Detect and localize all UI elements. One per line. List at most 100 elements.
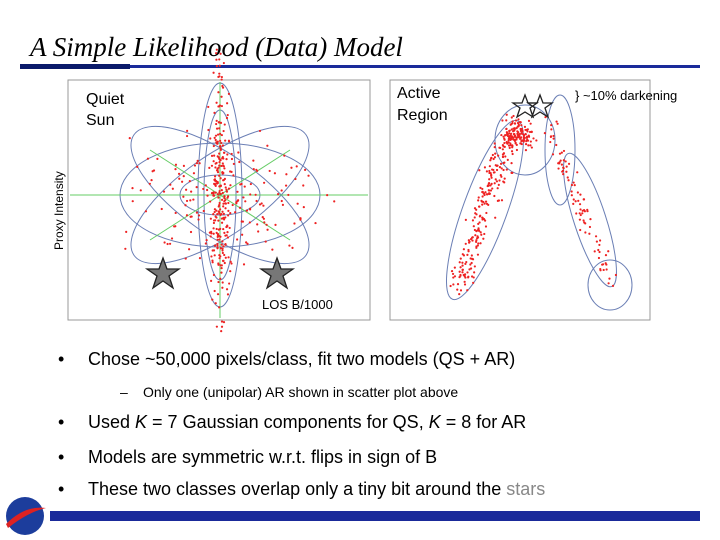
dot: [597, 248, 600, 252]
dot: [560, 151, 563, 154]
dot: [215, 231, 218, 234]
dot: [216, 155, 219, 158]
dot: [262, 217, 265, 220]
dot: [178, 177, 181, 180]
dot: [212, 213, 215, 216]
dot: [226, 293, 230, 296]
dot: [224, 234, 227, 237]
dot: [481, 187, 484, 191]
dot: [216, 212, 219, 216]
dot: [505, 131, 508, 134]
text-run: These two classes overlap only a tiny bi…: [88, 479, 506, 499]
dot: [473, 207, 477, 210]
dot: [494, 152, 497, 155]
dot: [221, 191, 224, 195]
dot: [511, 122, 514, 125]
dot: [221, 210, 224, 213]
dot: [213, 154, 216, 157]
dot: [578, 203, 582, 206]
dot: [204, 242, 207, 245]
sub-bullet-marker: –: [120, 384, 128, 400]
dot: [220, 325, 224, 328]
dot: [125, 230, 128, 233]
dot: [211, 259, 214, 262]
dot: [225, 158, 228, 161]
dot: [255, 168, 258, 171]
dot: [475, 213, 478, 216]
dot: [223, 200, 226, 203]
dot: [215, 58, 218, 61]
dot: [182, 175, 185, 178]
dot: [168, 242, 172, 245]
dot: [530, 146, 533, 149]
dot: [458, 293, 461, 296]
dot: [206, 188, 209, 192]
dot: [213, 175, 217, 178]
dot: [530, 130, 533, 134]
dot: [602, 268, 605, 272]
dot: [218, 72, 221, 75]
dot: [220, 198, 224, 201]
dot: [579, 213, 582, 217]
dot: [254, 193, 257, 196]
dot: [589, 218, 592, 221]
dot: [136, 165, 139, 168]
dot: [595, 240, 598, 243]
dot: [217, 75, 220, 79]
dot: [510, 132, 513, 135]
dot: [480, 199, 483, 202]
dot: [515, 127, 518, 130]
dot: [466, 289, 469, 292]
dot: [558, 152, 562, 155]
dot: [508, 146, 511, 149]
dot: [220, 221, 224, 224]
dot: [219, 52, 222, 55]
dot: [260, 202, 263, 205]
dot: [479, 242, 482, 245]
dot: [488, 192, 491, 195]
dot: [216, 233, 220, 236]
dot: [498, 146, 501, 149]
dot: [464, 276, 467, 279]
text-run: K: [135, 412, 148, 432]
dot: [525, 136, 529, 139]
dot: [139, 189, 142, 192]
dot: [597, 256, 601, 260]
dot: [230, 170, 233, 174]
dot: [489, 159, 492, 162]
dot: [283, 154, 286, 157]
dot: [326, 194, 329, 197]
dot: [333, 200, 336, 203]
dot: [185, 188, 188, 191]
dot: [223, 177, 227, 180]
dot: [468, 241, 471, 244]
dot: [185, 134, 189, 138]
dot: [495, 168, 499, 172]
dot: [524, 149, 528, 152]
dot: [219, 208, 222, 211]
dot: [208, 166, 211, 170]
dot: [237, 151, 240, 154]
dot: [186, 129, 189, 132]
dot: [519, 129, 523, 133]
dot: [280, 189, 283, 192]
dot: [464, 218, 467, 221]
dot: [518, 120, 522, 124]
quiet-sun-label: Quiet Sun: [86, 91, 125, 129]
dot: [576, 191, 579, 194]
dot: [494, 178, 497, 181]
dot: [579, 193, 582, 196]
dot: [216, 133, 220, 136]
dot: [220, 264, 223, 267]
dot: [483, 166, 487, 169]
dot: [607, 282, 610, 285]
dot: [561, 169, 565, 172]
dot: [221, 249, 224, 252]
dot: [517, 131, 520, 134]
dot: [470, 254, 473, 257]
dot: [177, 172, 181, 175]
dot: [520, 124, 523, 127]
dot: [461, 271, 464, 274]
dot: [552, 137, 555, 140]
dot: [222, 212, 225, 215]
